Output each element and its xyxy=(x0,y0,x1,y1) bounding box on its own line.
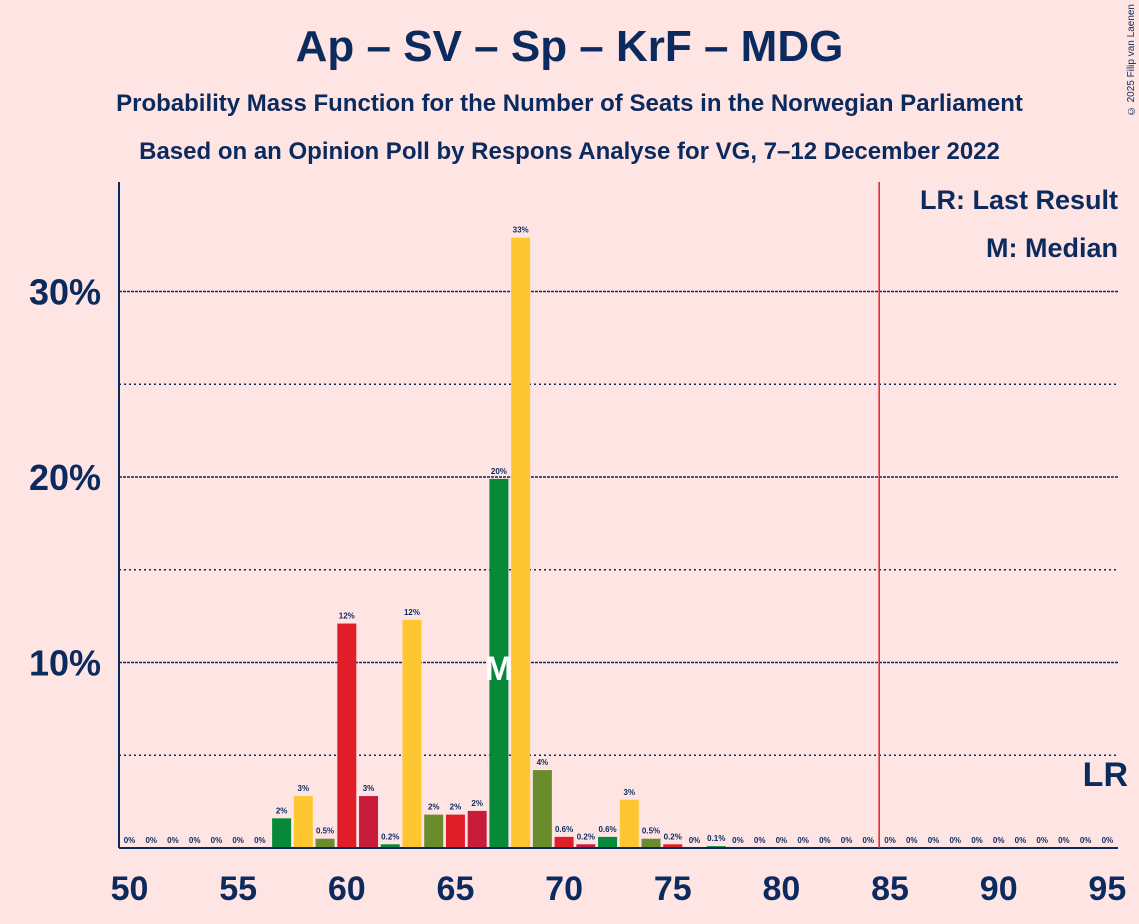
bar-label-seat-71: 0.2% xyxy=(577,832,595,841)
bar-label-seat-82: 0% xyxy=(819,836,831,845)
x-tick-label: 95 xyxy=(1088,870,1126,908)
bar-label-seat-84: 0% xyxy=(863,836,875,845)
bar-seat-71 xyxy=(576,844,596,848)
bar-seat-63 xyxy=(402,619,422,848)
bar-label-seat-69: 4% xyxy=(537,758,549,767)
bar-label-seat-66: 2% xyxy=(471,799,483,808)
bar-label-seat-58: 3% xyxy=(298,784,310,793)
bar-label-seat-52: 0% xyxy=(167,836,179,845)
last-result-marker-label: LR xyxy=(1083,756,1128,794)
y-tick-label: 10% xyxy=(29,643,101,684)
legend-median: M: Median xyxy=(986,233,1118,263)
x-tick-label: 85 xyxy=(871,870,909,908)
bar-label-seat-72: 0.6% xyxy=(598,825,616,834)
x-tick-label: 60 xyxy=(328,870,366,908)
bar-label-seat-75: 0.2% xyxy=(664,832,682,841)
bar-seat-70 xyxy=(554,836,574,848)
bar-seat-61 xyxy=(359,796,379,848)
bar-label-seat-87: 0% xyxy=(928,836,940,845)
bar-label-seat-89: 0% xyxy=(971,836,983,845)
bar-label-seat-60: 12% xyxy=(339,612,355,621)
bar-label-seat-63: 12% xyxy=(404,608,420,617)
bar-label-seat-76: 0% xyxy=(689,836,701,845)
bar-label-seat-62: 0.2% xyxy=(381,832,399,841)
bar-seat-67 xyxy=(489,478,509,848)
bar-label-seat-65: 2% xyxy=(450,803,462,812)
bar-seat-59 xyxy=(315,838,335,848)
bar-label-seat-59: 0.5% xyxy=(316,827,334,836)
x-tick-label: 55 xyxy=(219,870,257,908)
bar-label-seat-73: 3% xyxy=(624,788,636,797)
chart-title: Ap – SV – Sp – KrF – MDG xyxy=(295,22,844,71)
bar-seat-57 xyxy=(272,818,292,848)
bar-seat-62 xyxy=(380,844,400,848)
bar-seat-60 xyxy=(337,623,357,848)
bar-seat-75 xyxy=(663,844,683,848)
x-tick-label: 65 xyxy=(437,870,475,908)
bar-label-seat-68: 33% xyxy=(513,226,529,235)
bar-seat-73 xyxy=(619,799,639,848)
bar-label-seat-83: 0% xyxy=(841,836,853,845)
x-tick-label: 70 xyxy=(545,870,583,908)
grid-lines xyxy=(119,290,1118,756)
bar-seat-74 xyxy=(641,838,661,848)
bar-label-seat-53: 0% xyxy=(189,836,201,845)
bar-label-seat-77: 0.1% xyxy=(707,834,725,843)
bar-seat-65 xyxy=(445,814,465,848)
bar-seat-72 xyxy=(598,836,618,848)
bar-label-seat-95: 0% xyxy=(1102,836,1114,845)
x-tick-label: 90 xyxy=(980,870,1018,908)
bar-label-seat-51: 0% xyxy=(145,836,157,845)
x-tick-label: 75 xyxy=(654,870,692,908)
bar-seat-68 xyxy=(511,237,531,848)
bar-label-seat-91: 0% xyxy=(1015,836,1027,845)
bars xyxy=(272,237,726,848)
axes: 10% 20% 30% 50 55 60 65 70 75 80 85 90 95 xyxy=(29,182,1126,908)
x-tick-label: 50 xyxy=(111,870,149,908)
bar-seat-66 xyxy=(467,810,487,848)
bar-label-seat-79: 0% xyxy=(754,836,766,845)
bar-label-seat-67: 20% xyxy=(491,467,507,476)
bar-label-seat-86: 0% xyxy=(906,836,918,845)
bar-label-seat-93: 0% xyxy=(1058,836,1070,845)
bar-labels: 0% 0% 0% 0% 0% 0% 0% 2% 3% 0.5% 12% 3% 0.2% 12% 2% 2% 2%… xyxy=(124,226,1113,845)
bar-label-seat-57: 2% xyxy=(276,806,288,815)
y-tick-label: 30% xyxy=(29,272,101,313)
median-marker: M xyxy=(485,650,513,688)
bar-label-seat-80: 0% xyxy=(776,836,788,845)
bar-label-seat-78: 0% xyxy=(732,836,744,845)
bar-label-seat-70: 0.6% xyxy=(555,825,573,834)
bar-label-seat-56: 0% xyxy=(254,836,266,845)
x-tick-label: 80 xyxy=(762,870,800,908)
chart-subtitle: Probability Mass Function for the Number… xyxy=(116,90,1023,117)
bar-label-seat-54: 0% xyxy=(211,836,223,845)
markers: M xyxy=(485,182,880,848)
bar-label-seat-74: 0.5% xyxy=(642,827,660,836)
bar-seat-64 xyxy=(424,814,444,848)
bar-label-seat-90: 0% xyxy=(993,836,1005,845)
bar-label-seat-50: 0% xyxy=(124,836,136,845)
y-tick-label: 20% xyxy=(29,457,101,498)
bar-seat-58 xyxy=(293,796,313,848)
bar-label-seat-81: 0% xyxy=(797,836,809,845)
bar-label-seat-92: 0% xyxy=(1036,836,1048,845)
bar-label-seat-64: 2% xyxy=(428,803,440,812)
bar-label-seat-61: 3% xyxy=(363,784,375,793)
bar-label-seat-88: 0% xyxy=(949,836,961,845)
bar-label-seat-55: 0% xyxy=(232,836,244,845)
chart-subtitle-poll: Based on an Opinion Poll by Respons Anal… xyxy=(139,138,1000,165)
bar-seat-69 xyxy=(532,770,552,848)
legend-last-result: LR: Last Result xyxy=(920,185,1118,215)
bar-label-seat-94: 0% xyxy=(1080,836,1092,845)
bar-label-seat-85: 0% xyxy=(884,836,896,845)
